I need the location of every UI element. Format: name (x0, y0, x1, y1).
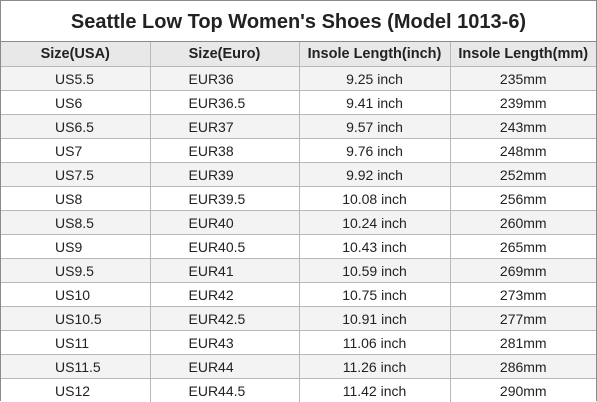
insole-inch-cell: 11.42 inch (299, 379, 450, 402)
insole-mm-cell: 256mm (450, 187, 596, 211)
insole-mm-cell: 252mm (450, 163, 596, 187)
size-usa-cell: US6 (1, 91, 150, 115)
size-euro-cell: EUR36 (150, 67, 299, 91)
insole-inch-cell: 10.75 inch (299, 283, 450, 307)
insole-mm-cell: 286mm (450, 355, 596, 379)
insole-mm-cell: 265mm (450, 235, 596, 259)
insole-inch-cell: 9.41 inch (299, 91, 450, 115)
insole-mm-cell: 235mm (450, 67, 596, 91)
size-euro-cell: EUR42 (150, 283, 299, 307)
size-euro-cell: EUR43 (150, 331, 299, 355)
size-usa-cell: US11 (1, 331, 150, 355)
size-usa-cell: US11.5 (1, 355, 150, 379)
size-usa-cell: US12 (1, 379, 150, 402)
chart-title: Seattle Low Top Women's Shoes (Model 101… (1, 1, 596, 42)
insole-mm-cell: 260mm (450, 211, 596, 235)
size-usa-cell: US10 (1, 283, 150, 307)
size-euro-cell: EUR44 (150, 355, 299, 379)
insole-mm-cell: 269mm (450, 259, 596, 283)
size-euro-cell: EUR38 (150, 139, 299, 163)
size-usa-cell: US10.5 (1, 307, 150, 331)
size-euro-cell: EUR42.5 (150, 307, 299, 331)
size-usa-cell: US8.5 (1, 211, 150, 235)
insole-mm-cell: 290mm (450, 379, 596, 402)
insole-inch-cell: 11.26 inch (299, 355, 450, 379)
size-table: Size(USA) Size(Euro) Insole Length(inch)… (1, 42, 596, 402)
size-euro-cell: EUR41 (150, 259, 299, 283)
header-row: Size(USA) Size(Euro) Insole Length(inch)… (1, 42, 596, 67)
insole-inch-cell: 10.43 inch (299, 235, 450, 259)
size-euro-cell: EUR36.5 (150, 91, 299, 115)
insole-mm-cell: 273mm (450, 283, 596, 307)
insole-inch-cell: 10.59 inch (299, 259, 450, 283)
insole-inch-cell: 10.08 inch (299, 187, 450, 211)
insole-inch-cell: 10.91 inch (299, 307, 450, 331)
insole-mm-cell: 281mm (450, 331, 596, 355)
size-usa-cell: US7 (1, 139, 150, 163)
header-size-usa: Size(USA) (1, 42, 150, 67)
size-euro-cell: EUR44.5 (150, 379, 299, 402)
size-euro-cell: EUR39 (150, 163, 299, 187)
insole-mm-cell: 248mm (450, 139, 596, 163)
insole-mm-cell: 239mm (450, 91, 596, 115)
size-usa-cell: US6.5 (1, 115, 150, 139)
header-insole-inch: Insole Length(inch) (299, 42, 450, 67)
insole-mm-cell: 277mm (450, 307, 596, 331)
size-euro-cell: EUR37 (150, 115, 299, 139)
insole-inch-cell: 10.24 inch (299, 211, 450, 235)
insole-inch-cell: 9.57 inch (299, 115, 450, 139)
size-euro-cell: EUR40 (150, 211, 299, 235)
insole-inch-cell: 11.06 inch (299, 331, 450, 355)
size-usa-cell: US9.5 (1, 259, 150, 283)
insole-mm-cell: 243mm (450, 115, 596, 139)
header-insole-mm: Insole Length(mm) (450, 42, 596, 67)
size-usa-cell: US7.5 (1, 163, 150, 187)
size-euro-cell: EUR39.5 (150, 187, 299, 211)
size-usa-cell: US5.5 (1, 67, 150, 91)
insole-inch-cell: 9.25 inch (299, 67, 450, 91)
insole-inch-cell: 9.92 inch (299, 163, 450, 187)
header-size-euro: Size(Euro) (150, 42, 299, 67)
size-euro-cell: EUR40.5 (150, 235, 299, 259)
insole-inch-cell: 9.76 inch (299, 139, 450, 163)
size-usa-cell: US8 (1, 187, 150, 211)
size-usa-cell: US9 (1, 235, 150, 259)
